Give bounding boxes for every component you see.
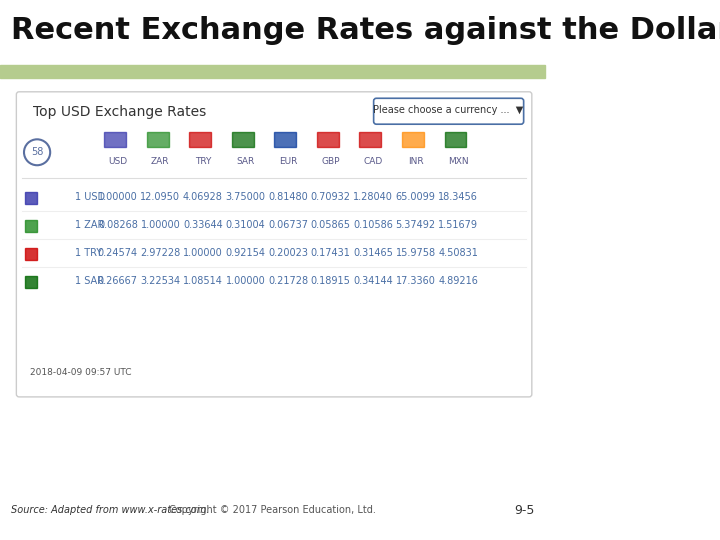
Bar	[444, 132, 467, 147]
Text: 1.00000: 1.00000	[98, 192, 138, 202]
Text: 1.28040: 1.28040	[354, 192, 393, 202]
Bar	[232, 132, 253, 147]
Text: 1 USD: 1 USD	[76, 192, 105, 202]
Bar	[274, 132, 296, 147]
Text: 0.31004: 0.31004	[225, 220, 266, 230]
Text: 4.89216: 4.89216	[438, 276, 478, 286]
Text: 1 TRY: 1 TRY	[76, 248, 102, 258]
Text: 0.24574: 0.24574	[98, 248, 138, 258]
Text: SAR: SAR	[236, 158, 255, 166]
Text: 0.18915: 0.18915	[310, 276, 351, 286]
Text: 0.21728: 0.21728	[268, 276, 308, 286]
Text: CAD: CAD	[364, 158, 383, 166]
Text: 5.37492: 5.37492	[395, 220, 436, 230]
FancyBboxPatch shape	[374, 98, 523, 124]
Bar	[0, 65, 546, 78]
Bar	[359, 132, 382, 147]
Text: 3.75000: 3.75000	[225, 192, 266, 202]
Text: Top USD Exchange Rates: Top USD Exchange Rates	[32, 105, 206, 119]
Bar	[189, 132, 211, 147]
Text: 0.92154: 0.92154	[225, 248, 266, 258]
Text: MXN: MXN	[448, 158, 469, 166]
Text: 3.22534: 3.22534	[140, 276, 181, 286]
Text: 0.81480: 0.81480	[268, 192, 308, 202]
Text: 0.05865: 0.05865	[310, 220, 351, 230]
Text: 1.00000: 1.00000	[140, 220, 180, 230]
Text: 12.0950: 12.0950	[140, 192, 181, 202]
Bar	[104, 132, 126, 147]
Text: 1.00000: 1.00000	[183, 248, 222, 258]
Text: 0.26667: 0.26667	[98, 276, 138, 286]
Text: 2018-04-09 09:57 UTC: 2018-04-09 09:57 UTC	[30, 368, 132, 377]
Bar	[22, 184, 526, 212]
Bar	[22, 240, 526, 268]
Text: 58: 58	[31, 147, 43, 157]
Bar	[402, 132, 424, 147]
Text: 4.06928: 4.06928	[183, 192, 223, 202]
Text: 2.97228: 2.97228	[140, 248, 181, 258]
Bar	[24, 248, 37, 260]
Text: TRY: TRY	[194, 158, 211, 166]
Text: 0.20023: 0.20023	[268, 248, 308, 258]
Text: Recent Exchange Rates against the Dollar: Recent Exchange Rates against the Dollar	[11, 16, 720, 45]
Text: 1.08514: 1.08514	[183, 276, 223, 286]
Text: INR: INR	[408, 158, 423, 166]
Text: 15.9758: 15.9758	[395, 248, 436, 258]
Text: Copyright © 2017 Pearson Education, Ltd.: Copyright © 2017 Pearson Education, Ltd.	[169, 505, 376, 515]
Text: 0.08268: 0.08268	[98, 220, 138, 230]
Text: 0.31465: 0.31465	[354, 248, 393, 258]
Text: 0.17431: 0.17431	[310, 248, 351, 258]
Text: 65.0099: 65.0099	[396, 192, 436, 202]
Text: 0.70932: 0.70932	[310, 192, 351, 202]
Text: Source: Adapted from www.x-rates.com.: Source: Adapted from www.x-rates.com.	[11, 505, 210, 515]
Bar	[24, 276, 37, 288]
Text: EUR: EUR	[279, 158, 297, 166]
Bar	[317, 132, 338, 147]
Bar	[24, 192, 37, 204]
Text: 0.34144: 0.34144	[354, 276, 393, 286]
Text: 1.00000: 1.00000	[225, 276, 266, 286]
Text: 17.3360: 17.3360	[396, 276, 436, 286]
Text: 0.33644: 0.33644	[183, 220, 222, 230]
Bar	[24, 220, 37, 232]
Text: 18.3456: 18.3456	[438, 192, 478, 202]
Text: ZAR: ZAR	[151, 158, 170, 166]
Text: 0.06737: 0.06737	[268, 220, 308, 230]
Text: 4.50831: 4.50831	[438, 248, 478, 258]
Text: 0.10586: 0.10586	[354, 220, 393, 230]
FancyBboxPatch shape	[17, 92, 532, 397]
Text: Please choose a currency ...  ▼: Please choose a currency ... ▼	[373, 105, 523, 115]
Text: 1.51679: 1.51679	[438, 220, 478, 230]
Text: 9-5: 9-5	[514, 504, 534, 517]
Bar	[147, 132, 168, 147]
Text: 1 SAR: 1 SAR	[76, 276, 104, 286]
Text: GBP: GBP	[321, 158, 340, 166]
Text: 1 ZAR: 1 ZAR	[76, 220, 104, 230]
Text: USD: USD	[108, 158, 127, 166]
